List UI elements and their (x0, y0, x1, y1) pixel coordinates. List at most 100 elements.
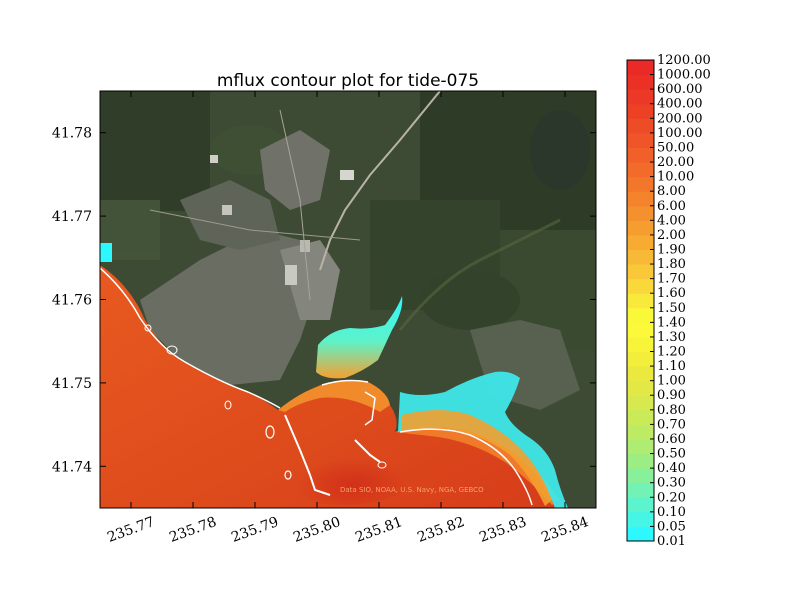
colorbar-label: 1.40 (657, 315, 686, 330)
colorbar-swatch (627, 526, 654, 542)
road-line (279, 109, 311, 301)
colorbar-label: 0.50 (657, 447, 686, 462)
colorbar-label: 600.00 (657, 82, 703, 97)
colorbar-swatch (627, 191, 654, 207)
colorbar-swatch (627, 264, 654, 280)
y-axis: 41.74 41.75 41.76 41.77 41.78 (52, 126, 596, 475)
colorbar: 0.010.050.100.200.300.400.500.600.700.80… (626, 53, 711, 549)
colorbar-swatch (627, 336, 654, 353)
colorbar-label: 2.00 (657, 228, 686, 243)
colorbar-label: 20.00 (657, 155, 694, 170)
colorbar-label: 4.00 (657, 213, 686, 228)
coastal-strip-left (100, 243, 112, 262)
colorbar-label: 1.80 (657, 257, 686, 272)
jetty-center (354, 439, 381, 463)
x-tick-label: 235.77 (105, 514, 157, 546)
colorbar-swatch (627, 409, 654, 425)
colorbar-label: 10.00 (657, 170, 694, 185)
colorbar-swatch (627, 438, 654, 455)
colorbar-label: 0.05 (657, 519, 686, 534)
colorbar-label: 1.50 (657, 301, 686, 316)
colorbar-label: 1.00 (657, 374, 686, 389)
road-line (149, 209, 361, 241)
colorbar-swatch (627, 74, 654, 90)
colorbar-swatch (627, 162, 654, 178)
rock-outline (265, 425, 275, 439)
colorbar-label: 0.30 (657, 476, 686, 491)
shoreline-contour (100, 267, 281, 409)
colorbar-label: 1200.00 (657, 53, 711, 68)
x-tick-label: 235.82 (415, 514, 467, 546)
x-tick-label: 235.83 (477, 514, 529, 546)
y-tick-label: 41.77 (52, 209, 92, 225)
colorbar-label: 0.20 (657, 490, 686, 505)
x-tick-label: 235.84 (539, 514, 591, 546)
colorbar-swatch (627, 118, 654, 134)
colorbar-label: 8.00 (657, 184, 686, 199)
river-inlet-region (316, 296, 403, 379)
colorbar-swatch (627, 220, 654, 236)
colorbar-label: 1.70 (657, 272, 686, 287)
colorbar-label: 1.30 (657, 330, 686, 345)
colorbar-swatch (627, 468, 654, 484)
jetty-east (364, 391, 376, 426)
colorbar-swatch (627, 453, 654, 469)
colorbar-swatch (627, 395, 654, 411)
colorbar-label: 100.00 (657, 126, 703, 141)
x-tick-label: 235.79 (229, 514, 281, 546)
bay-gradient-band (402, 410, 552, 506)
colorbar-label: 400.00 (657, 97, 703, 112)
colorbar-swatch (627, 103, 654, 119)
y-tick-label: 41.74 (52, 459, 92, 475)
colorbar-label: 0.10 (657, 505, 686, 520)
colorbar-label: 0.90 (657, 388, 686, 403)
colorbar-label: 0.70 (657, 417, 686, 432)
x-tick-label: 235.80 (291, 514, 343, 546)
colorbar-swatch (627, 497, 654, 513)
colorbar-swatch (627, 147, 654, 163)
y-tick-label: 41.78 (52, 126, 92, 142)
colorbar-swatch (627, 424, 654, 440)
colorbar-label: 200.00 (657, 111, 703, 126)
colorbar-swatch (627, 482, 654, 498)
colorbar-label: 1.10 (657, 359, 686, 374)
x-tick-label: 235.78 (167, 514, 219, 546)
colorbar-swatch (627, 366, 654, 382)
colorbar-frame (626, 59, 655, 542)
colorbar-label: 0.40 (657, 461, 686, 476)
colorbar-swatch (627, 278, 654, 294)
colorbar-swatch (627, 234, 654, 250)
harbor-contour (321, 379, 369, 386)
y-tick-label: 41.75 (52, 376, 92, 392)
shoreline-contour-bay (399, 428, 533, 506)
colorbar-label: 6.00 (657, 199, 686, 214)
colorbar-swatch (627, 511, 654, 527)
colorbar-label: 1.60 (657, 286, 686, 301)
bay-inlet-region (398, 371, 568, 508)
colorbar-label: 0.80 (657, 403, 686, 418)
colorbar-label: 1000.00 (657, 68, 711, 83)
colorbar-swatch (627, 60, 654, 76)
river-line (398, 218, 561, 331)
rock-outline (224, 400, 232, 410)
colorbar-label: 50.00 (657, 140, 694, 155)
colorbar-swatch (627, 205, 654, 221)
colorbar-swatch (627, 89, 654, 105)
y-tick-label: 41.76 (52, 293, 92, 309)
chart-title: mflux contour plot for tide-075 (217, 71, 479, 91)
colorbar-label: 0.01 (657, 534, 686, 549)
colorbar-swatch (627, 351, 654, 367)
rock-outline (377, 461, 387, 469)
highway-line (319, 91, 441, 271)
jetty-west (284, 414, 331, 496)
colorbar-label: 0.60 (657, 432, 686, 447)
deep-water-region (265, 425, 425, 505)
colorbar-swatch (627, 380, 654, 396)
rock-outline (166, 345, 178, 355)
colorbar-swatch (627, 249, 654, 265)
x-tick-label: 235.81 (353, 514, 405, 546)
colorbar-label: 1.90 (657, 242, 686, 257)
rock-outline (144, 324, 152, 332)
map-attribution: Data SIO, NOAA, U.S. Navy, NGA, GEBCO (340, 486, 484, 494)
